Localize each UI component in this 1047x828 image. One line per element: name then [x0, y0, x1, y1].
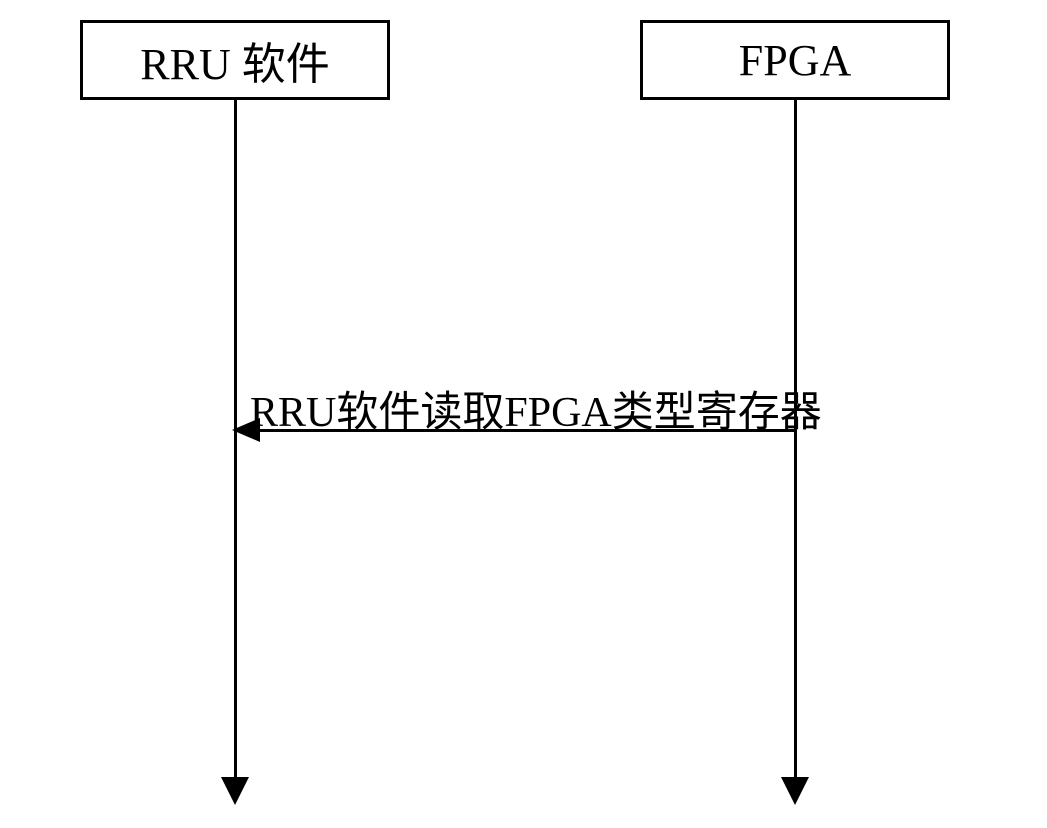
lifeline-box-rru: RRU 软件: [80, 20, 390, 100]
lifeline-line-fpga: [794, 100, 797, 780]
message-line: [246, 429, 796, 432]
arrowhead-down-fpga: [781, 777, 809, 805]
arrowhead-left-message: [232, 418, 260, 442]
lifeline-label-rru: RRU 软件: [140, 28, 329, 92]
lifeline-label-fpga: FPGA: [739, 35, 852, 86]
arrowhead-down-rru: [221, 777, 249, 805]
lifeline-box-fpga: FPGA: [640, 20, 950, 100]
